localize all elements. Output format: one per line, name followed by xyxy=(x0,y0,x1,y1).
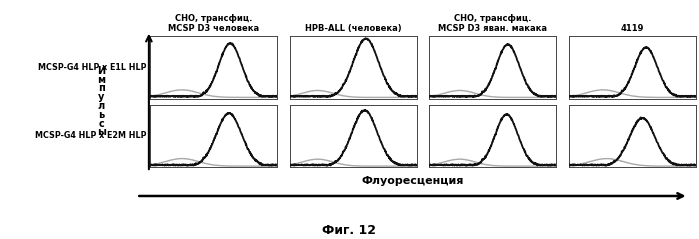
Text: 4119: 4119 xyxy=(621,24,644,33)
Text: Фиг. 12: Фиг. 12 xyxy=(322,224,377,237)
Text: И
м
п
у
л
ь
с
ы: И м п у л ь с ы xyxy=(97,66,106,137)
Text: CHO, трансфиц.
MCSP D3 человека: CHO, трансфиц. MCSP D3 человека xyxy=(168,14,259,33)
Text: MCSP-G4 HLP x E1L HLP: MCSP-G4 HLP x E1L HLP xyxy=(38,63,147,72)
Text: MCSP-G4 HLP x E2M HLP: MCSP-G4 HLP x E2M HLP xyxy=(35,131,147,141)
Text: HPB-ALL (человека): HPB-ALL (человека) xyxy=(305,24,401,33)
Text: Флуоресценция: Флуоресценция xyxy=(361,176,463,186)
Text: CHO, трансфиц.
MCSP D3 яван. макака: CHO, трансфиц. MCSP D3 яван. макака xyxy=(438,14,547,33)
